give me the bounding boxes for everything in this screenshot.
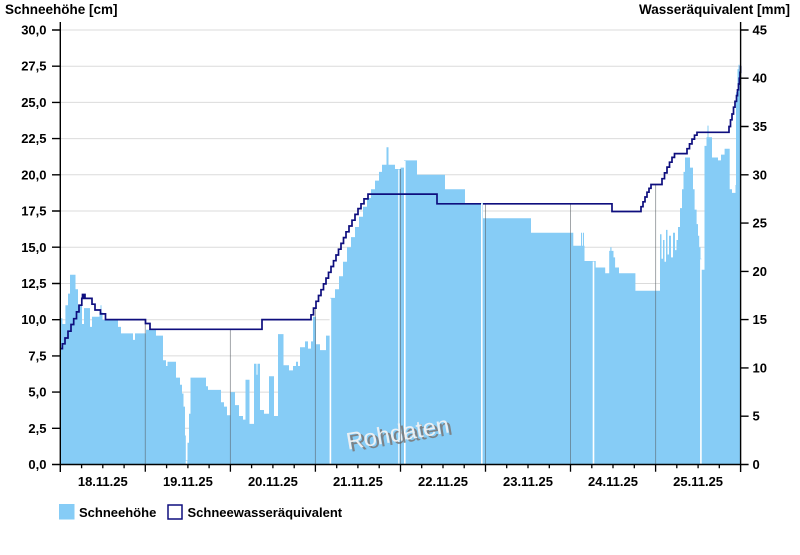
svg-text:5: 5 [753,409,760,424]
svg-text:7,5: 7,5 [28,348,46,363]
svg-text:27,5: 27,5 [21,59,46,74]
svg-text:25,0: 25,0 [21,95,46,110]
svg-text:30,0: 30,0 [21,23,46,38]
svg-text:12,5: 12,5 [21,276,46,291]
svg-text:10,0: 10,0 [21,312,46,327]
svg-text:35: 35 [753,119,767,134]
svg-text:Schneehöhe: Schneehöhe [79,505,156,520]
svg-text:24.11.25: 24.11.25 [588,474,638,489]
svg-text:0,0: 0,0 [28,457,46,472]
svg-text:0: 0 [753,457,760,472]
svg-text:5,0: 5,0 [28,385,46,400]
svg-text:18.11.25: 18.11.25 [78,474,128,489]
svg-text:15,0: 15,0 [21,240,46,255]
svg-text:17,5: 17,5 [21,204,46,219]
svg-text:25.11.25: 25.11.25 [673,474,723,489]
svg-text:45: 45 [753,23,767,38]
svg-text:Schneewasseräquivalent: Schneewasseräquivalent [188,505,343,520]
svg-text:23.11.25: 23.11.25 [503,474,553,489]
svg-text:20: 20 [753,264,767,279]
svg-text:10: 10 [753,360,767,375]
svg-text:21.11.25: 21.11.25 [333,474,383,489]
svg-text:15: 15 [753,312,767,327]
svg-text:20,0: 20,0 [21,167,46,182]
svg-text:Wasseräquivalent [mm]: Wasseräquivalent [mm] [639,2,790,17]
svg-text:2,5: 2,5 [28,421,46,436]
svg-text:25: 25 [753,216,767,231]
svg-text:40: 40 [753,71,767,86]
svg-text:22.11.25: 22.11.25 [418,474,468,489]
svg-text:19.11.25: 19.11.25 [163,474,213,489]
svg-text:30: 30 [753,167,767,182]
svg-text:Schneehöhe [cm]: Schneehöhe [cm] [5,2,118,17]
svg-text:22,5: 22,5 [21,131,46,146]
svg-text:20.11.25: 20.11.25 [248,474,298,489]
